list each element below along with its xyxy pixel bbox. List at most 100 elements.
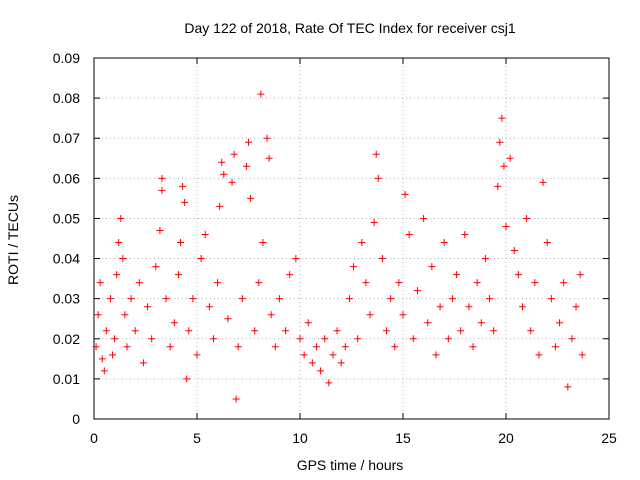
data-point bbox=[391, 343, 399, 351]
data-point bbox=[432, 351, 440, 359]
data-point bbox=[572, 303, 580, 311]
x-axis-label: GPS time / hours bbox=[297, 457, 404, 473]
data-point bbox=[282, 327, 290, 335]
data-point bbox=[205, 303, 213, 311]
data-point bbox=[551, 343, 559, 351]
data-point bbox=[230, 150, 238, 158]
data-point bbox=[401, 190, 409, 198]
data-point bbox=[117, 214, 125, 222]
data-point bbox=[308, 359, 316, 367]
data-point bbox=[131, 327, 139, 335]
data-point bbox=[556, 319, 564, 327]
y-tick-label: 0.08 bbox=[53, 90, 80, 106]
data-point bbox=[444, 335, 452, 343]
data-point bbox=[405, 230, 413, 238]
data-point bbox=[304, 319, 312, 327]
x-tick-label: 25 bbox=[601, 430, 617, 446]
data-point bbox=[560, 279, 568, 287]
data-point bbox=[424, 319, 432, 327]
data-point bbox=[448, 295, 456, 303]
data-point bbox=[506, 154, 514, 162]
data-point bbox=[144, 303, 152, 311]
data-point bbox=[366, 311, 374, 319]
data-point bbox=[257, 90, 265, 98]
data-point bbox=[106, 295, 114, 303]
data-point bbox=[275, 295, 283, 303]
y-tick-label: 0.06 bbox=[53, 170, 80, 186]
data-point bbox=[486, 295, 494, 303]
data-point bbox=[469, 343, 477, 351]
data-point bbox=[245, 138, 252, 146]
data-point bbox=[166, 343, 174, 351]
y-axis-label: ROTI / TECUs bbox=[5, 195, 21, 285]
data-point bbox=[465, 303, 473, 311]
data-point bbox=[286, 271, 294, 279]
data-point bbox=[333, 327, 341, 335]
data-point bbox=[547, 295, 555, 303]
data-point bbox=[265, 154, 273, 162]
data-point bbox=[350, 263, 358, 271]
data-point bbox=[370, 218, 378, 226]
data-point bbox=[220, 170, 228, 178]
data-point bbox=[490, 327, 498, 335]
data-point bbox=[218, 158, 226, 166]
y-tick-label: 0 bbox=[72, 411, 80, 427]
data-point bbox=[345, 295, 353, 303]
data-point bbox=[420, 214, 428, 222]
data-point bbox=[177, 239, 185, 247]
data-point bbox=[387, 295, 395, 303]
x-tick-label: 15 bbox=[395, 430, 411, 446]
data-point bbox=[296, 335, 304, 343]
y-tick-label: 0.04 bbox=[53, 251, 80, 267]
data-point bbox=[362, 279, 370, 287]
data-point bbox=[543, 239, 551, 247]
data-point bbox=[578, 351, 586, 359]
data-point bbox=[267, 311, 275, 319]
data-point bbox=[216, 202, 224, 210]
data-point bbox=[156, 226, 164, 234]
data-point bbox=[179, 182, 187, 190]
data-point bbox=[576, 271, 584, 279]
data-point bbox=[92, 343, 100, 351]
data-point bbox=[531, 279, 539, 287]
data-point bbox=[358, 239, 366, 247]
data-point bbox=[247, 194, 255, 202]
data-point bbox=[510, 247, 518, 255]
data-point bbox=[502, 222, 510, 230]
data-point bbox=[162, 295, 170, 303]
data-point bbox=[201, 230, 209, 238]
data-point bbox=[170, 319, 178, 327]
data-point bbox=[399, 311, 407, 319]
data-point bbox=[321, 335, 329, 343]
data-point bbox=[183, 375, 191, 383]
data-point bbox=[96, 279, 104, 287]
data-point bbox=[135, 279, 143, 287]
data-point bbox=[209, 335, 217, 343]
data-point bbox=[98, 355, 106, 363]
x-tick-label: 20 bbox=[498, 430, 514, 446]
data-point bbox=[255, 279, 263, 287]
data-point bbox=[263, 134, 271, 142]
x-tick-label: 5 bbox=[193, 430, 201, 446]
data-point bbox=[119, 255, 127, 263]
data-point bbox=[181, 198, 189, 206]
y-tick-label: 0.07 bbox=[53, 130, 80, 146]
data-marks bbox=[92, 90, 586, 403]
data-point bbox=[115, 239, 123, 247]
data-point bbox=[428, 263, 436, 271]
x-axis-ticks: 0 5 10 15 20 25 bbox=[90, 58, 617, 446]
data-point bbox=[457, 327, 465, 335]
data-point bbox=[514, 271, 522, 279]
data-point bbox=[496, 138, 504, 146]
data-point bbox=[123, 343, 131, 351]
data-point bbox=[185, 327, 193, 335]
data-point bbox=[109, 351, 117, 359]
data-point bbox=[158, 186, 166, 194]
data-point bbox=[232, 395, 240, 403]
data-point bbox=[378, 255, 386, 263]
y-tick-label: 0.03 bbox=[53, 291, 80, 307]
data-point bbox=[354, 335, 362, 343]
data-point bbox=[300, 351, 308, 359]
data-point bbox=[152, 263, 160, 271]
